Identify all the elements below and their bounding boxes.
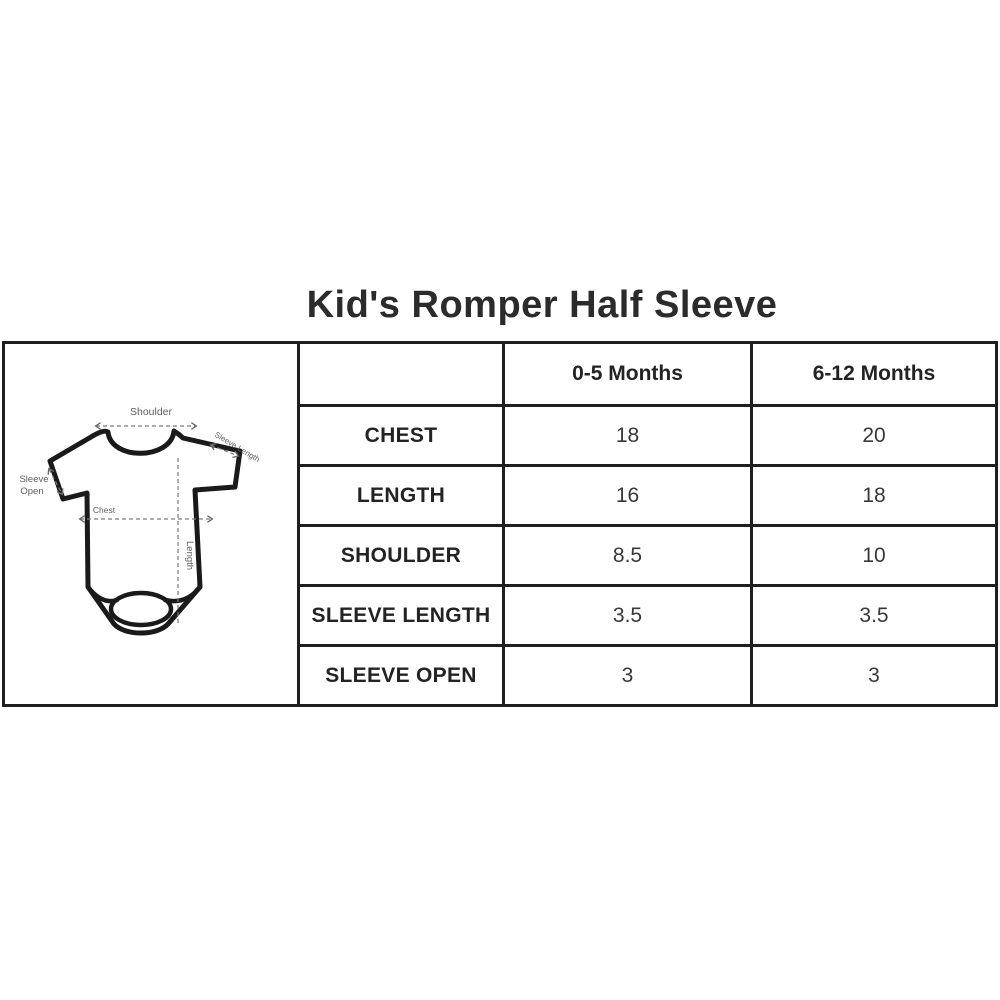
romper-outline [47,428,243,636]
size-chart-table: Shoulder Sleeve Length Sleeve Open Chest… [2,341,998,707]
sleeve-open-label-line1: Sleeve [19,474,48,485]
shoulder-value-6-12: 10 [750,524,995,584]
crotch-cuff [108,590,174,628]
column-header-0-5-months: 0-5 Months [502,344,750,404]
chest-value-0-5: 18 [502,404,750,464]
sleeve-length-value-0-5: 3.5 [502,584,750,644]
length-value-6-12: 18 [750,464,995,524]
chest-label: Chest [93,505,116,515]
sleeve-open-measure-line [47,467,64,496]
row-label-sleeve-open: SLEEVE OPEN [297,644,502,704]
row-label-chest: CHEST [297,404,502,464]
chest-value-6-12: 20 [750,404,995,464]
left-leg-opening [85,584,120,604]
row-label-length: LENGTH [297,464,502,524]
romper-diagram-cell: Shoulder Sleeve Length Sleeve Open Chest… [5,344,297,704]
column-header-6-12-months: 6-12 Months [750,344,995,404]
sleeve-open-value-6-12: 3 [750,644,995,704]
row-label-shoulder: SHOULDER [297,524,502,584]
sleeve-open-label-line2: Open [20,486,43,497]
shoulder-label: Shoulder [130,406,173,418]
sleeve-length-measure-line [209,442,240,459]
page-title: Kid's Romper Half Sleeve [306,284,778,326]
sleeve-length-value-6-12: 3.5 [750,584,995,644]
length-label: Length [184,541,195,570]
sleeve-open-value-0-5: 3 [502,644,750,704]
length-value-0-5: 16 [502,464,750,524]
column-header-blank [297,344,502,404]
shoulder-value-0-5: 8.5 [502,524,750,584]
right-leg-opening [162,584,203,604]
row-label-sleeve-length: SLEEVE LENGTH [297,584,502,644]
measurement-lines [47,422,240,623]
romper-measurement-diagram: Shoulder Sleeve Length Sleeve Open Chest… [19,406,261,636]
